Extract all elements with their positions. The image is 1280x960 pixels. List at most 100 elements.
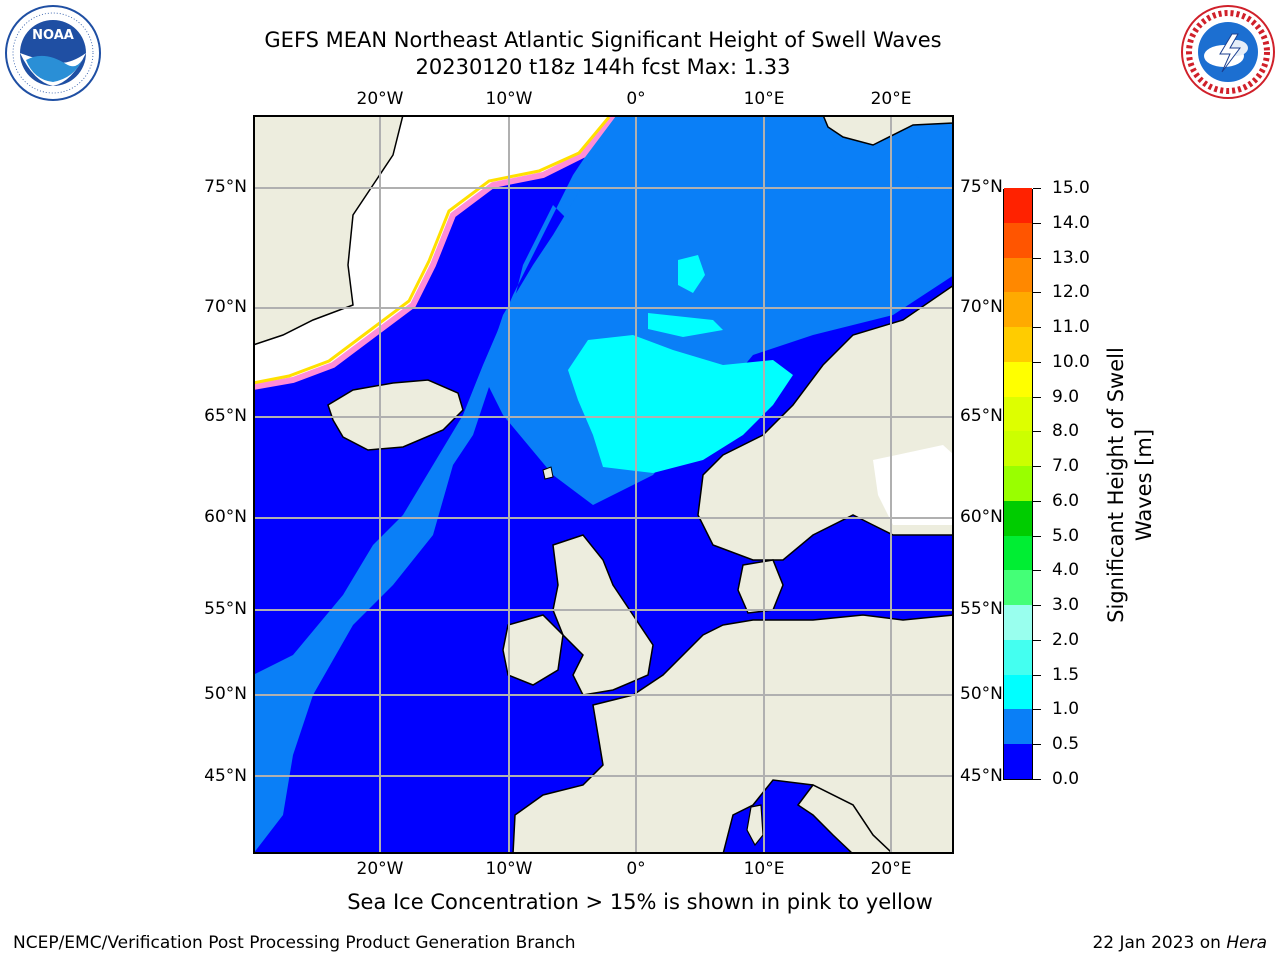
colorbar-tick xyxy=(1033,605,1041,607)
lat-label-right-50n: 50°N xyxy=(960,684,1003,704)
land-britain xyxy=(552,534,654,696)
colorbar-tick xyxy=(1033,709,1041,711)
colorbar-swatch xyxy=(1004,396,1032,432)
colorbar-tick xyxy=(1033,222,1041,224)
colorbar-tick-label: 2.0 xyxy=(1052,629,1080,650)
footer-machine: Hera xyxy=(1226,933,1267,953)
colorbar-tick-label: 5.0 xyxy=(1052,525,1080,546)
colorbar-swatch xyxy=(1004,674,1032,710)
footer-date-text: 22 Jan 2023 on xyxy=(1092,933,1227,953)
colorbar-tick xyxy=(1033,500,1041,502)
footer-date: 22 Jan 2023 on Hera xyxy=(1092,933,1267,953)
lon-label-top-0: 0° xyxy=(626,89,646,109)
colorbar-tick-label: 4.0 xyxy=(1052,560,1080,581)
colorbar-tick xyxy=(1033,292,1041,294)
lat-label-left-45n: 45°N xyxy=(204,766,247,786)
colorbar-tick xyxy=(1033,570,1041,572)
lat-label-right-65n: 65°N xyxy=(960,406,1003,426)
lon-label-bottom-0: 0° xyxy=(626,859,646,879)
colorbar-swatch xyxy=(1004,709,1032,745)
colorbar-tick xyxy=(1033,396,1041,398)
colorbar-tick-label: 0.0 xyxy=(1052,769,1080,789)
colorbar-tick-label: 12.0 xyxy=(1052,282,1090,303)
lat-label-left-70n: 70°N xyxy=(204,297,247,317)
land-greenland xyxy=(253,115,404,346)
lon-label-top-20e: 20°E xyxy=(870,89,912,109)
colorbar-swatch xyxy=(1004,326,1032,362)
colorbar-tick-label: 14.0 xyxy=(1052,212,1090,233)
colorbar-swatch xyxy=(1004,535,1032,571)
colorbar-tick xyxy=(1033,466,1041,468)
colorbar-tick xyxy=(1033,535,1041,537)
colorbar-tick-label: 7.0 xyxy=(1052,456,1080,477)
land-italy xyxy=(796,784,895,854)
colorbar-tick xyxy=(1033,257,1041,259)
colorbar-swatch xyxy=(1004,187,1032,223)
colorbar-tick xyxy=(1033,639,1041,641)
colorbar-tick xyxy=(1033,431,1041,433)
colorbar-swatch xyxy=(1004,257,1032,293)
colorbar-tick-label: 6.0 xyxy=(1052,490,1080,511)
land-iceland xyxy=(327,379,464,451)
lat-label-left-75n: 75°N xyxy=(204,177,247,197)
sea-ice-note: Sea Ice Concentration > 15% is shown in … xyxy=(347,890,933,914)
nws-logo xyxy=(1180,4,1276,100)
colorbar xyxy=(1003,187,1033,780)
swell-zone-1p0-1p5 xyxy=(568,335,793,473)
colorbar-tick xyxy=(1033,779,1041,780)
colorbar-tick-label: 9.0 xyxy=(1052,386,1080,407)
colorbar-tick xyxy=(1033,327,1041,329)
colorbar-swatch xyxy=(1004,604,1032,640)
colorbar-swatch xyxy=(1004,361,1032,397)
swell-zone-1p0-1p5-small xyxy=(678,255,705,293)
land-finland-ice xyxy=(873,445,954,525)
lon-label-top-10w: 10°W xyxy=(485,89,533,109)
colorbar-tick xyxy=(1033,674,1041,676)
colorbar-swatch xyxy=(1004,569,1032,606)
colorbar-tick-label: 11.0 xyxy=(1052,317,1090,338)
sea-ice-edge xyxy=(253,115,616,390)
map-gridlines xyxy=(253,115,954,854)
colorbar-swatch xyxy=(1004,500,1032,536)
colorbar-swatch xyxy=(1004,291,1032,328)
colorbar-tick-label: 3.0 xyxy=(1052,595,1080,616)
colorbar-title: Significant Height of Swell Waves [m] xyxy=(1104,347,1156,623)
lat-label-left-60n: 60°N xyxy=(204,507,247,527)
colorbar-tick-label: 13.0 xyxy=(1052,247,1090,268)
lat-label-right-55n: 55°N xyxy=(960,599,1003,619)
colorbar-tick-label: 1.0 xyxy=(1052,699,1080,720)
colorbar-tick-label: 1.5 xyxy=(1052,664,1080,685)
colorbar-swatch xyxy=(1004,222,1032,258)
sea-ice-edge-yellow xyxy=(253,116,611,385)
lat-label-left-50n: 50°N xyxy=(204,684,247,704)
lat-label-left-55n: 55°N xyxy=(204,599,247,619)
land-ireland xyxy=(502,614,564,686)
noaa-logo: NOAA xyxy=(4,4,102,102)
land-faroe xyxy=(542,466,554,480)
colorbar-swatch xyxy=(1004,430,1032,467)
colorbar-tick-label: 10.0 xyxy=(1052,351,1090,372)
lat-label-right-75n: 75°N xyxy=(960,177,1003,197)
lon-label-top-20w: 20°W xyxy=(356,89,404,109)
lon-label-top-10e: 10°E xyxy=(743,89,785,109)
colorbar-tick xyxy=(1033,744,1041,746)
colorbar-tick xyxy=(1033,188,1041,189)
colorbar-swatch xyxy=(1004,743,1032,779)
chart-title-line1: GEFS MEAN Northeast Atlantic Significant… xyxy=(264,28,942,52)
chart-title-line2: 20230120 t18z 144h fcst Max: 1.33 xyxy=(415,55,791,79)
lat-label-right-60n: 60°N xyxy=(960,507,1003,527)
colorbar-tick-label: 0.5 xyxy=(1052,734,1080,755)
lon-label-bottom-20e: 20°E xyxy=(870,859,912,879)
map-frame xyxy=(253,115,954,854)
lat-label-right-45n: 45°N xyxy=(960,766,1003,786)
lon-label-bottom-20w: 20°W xyxy=(356,859,404,879)
lon-label-bottom-10w: 10°W xyxy=(485,859,533,879)
swell-wave-map xyxy=(253,115,954,854)
colorbar-swatch xyxy=(1004,465,1032,501)
lat-label-left-65n: 65°N xyxy=(204,406,247,426)
lon-label-bottom-10e: 10°E xyxy=(743,859,785,879)
footer-credit: NCEP/EMC/Verification Post Processing Pr… xyxy=(13,933,576,953)
colorbar-tick-label: 15.0 xyxy=(1052,178,1090,198)
colorbar-swatch xyxy=(1004,639,1032,675)
swell-zone-1p0-1p5-patch xyxy=(648,313,723,337)
